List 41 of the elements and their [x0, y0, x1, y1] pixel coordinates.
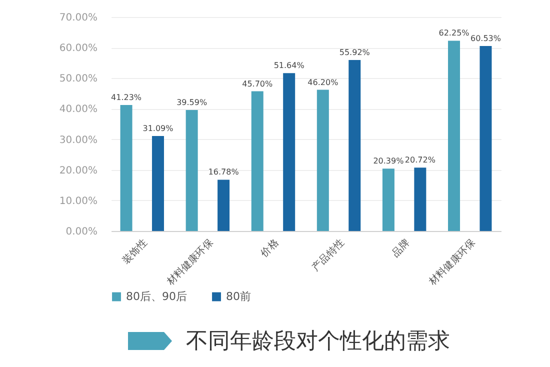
bar	[251, 91, 264, 231]
bar	[152, 136, 164, 231]
bar	[448, 40, 460, 231]
bar	[218, 180, 230, 231]
data-label: 62.25%	[438, 28, 470, 38]
bar	[186, 110, 198, 231]
text: 不同年龄段对个性化的需求	[186, 328, 450, 356]
legend-label: 80前	[226, 290, 251, 303]
y-tick-label: 40.00%	[59, 104, 98, 116]
x-tick-label: 材料健康环保	[164, 236, 216, 288]
bar	[348, 60, 361, 231]
data-label: 45.70%	[242, 79, 274, 88]
bar	[120, 104, 132, 231]
x-tick-label: 产品特性	[310, 236, 347, 274]
data-label: 51.64%	[274, 61, 305, 70]
y-tick-label: 60.00%	[59, 43, 98, 54]
data-label: 20.39%	[373, 156, 404, 166]
y-tick-label: 10.00%	[59, 196, 98, 207]
data-label: 60.53%	[470, 34, 502, 43]
y-tick-label: 70.00%	[59, 12, 98, 24]
data-label: 39.59%	[176, 98, 208, 107]
y-tick-label: 0.00%	[66, 226, 98, 238]
data-label: 16.78%	[208, 168, 240, 177]
data-label: 55.92%	[339, 48, 370, 58]
data-label: 31.09%	[142, 124, 174, 133]
legend-label: 80后、90后	[126, 290, 187, 303]
data-label: 41.23%	[111, 92, 142, 102]
y-tick-label: 20.00%	[59, 165, 98, 176]
data-label: 20.72%	[404, 156, 436, 165]
y-tick-label: 50.00%	[59, 74, 98, 85]
x-tick-label: 装饰性	[120, 236, 150, 266]
bar	[480, 46, 492, 231]
bar	[283, 73, 296, 231]
x-tick-label: 价格	[258, 236, 282, 260]
bar	[414, 168, 426, 231]
bar	[316, 90, 329, 231]
bar	[382, 168, 394, 231]
x-tick-label: 材料健康环保	[426, 236, 478, 288]
x-tick-label: 品牌	[389, 236, 412, 260]
data-label: 46.20%	[308, 78, 339, 87]
y-tick-label: 30.00%	[59, 134, 98, 146]
